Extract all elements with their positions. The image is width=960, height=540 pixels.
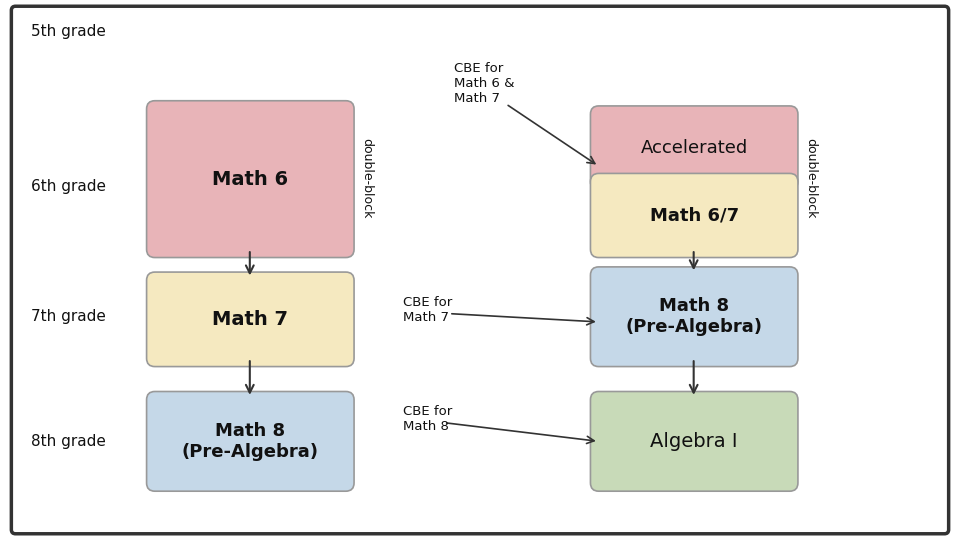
Text: 8th grade: 8th grade: [31, 434, 106, 449]
Text: CBE for
Math 6 &
Math 7: CBE for Math 6 & Math 7: [454, 62, 515, 105]
Text: Math 8
(Pre-Algebra): Math 8 (Pre-Algebra): [626, 298, 762, 336]
Text: 5th grade: 5th grade: [31, 24, 106, 39]
FancyBboxPatch shape: [590, 173, 798, 258]
FancyBboxPatch shape: [12, 6, 948, 534]
Text: Math 6/7: Math 6/7: [650, 206, 739, 225]
Text: double-block: double-block: [804, 138, 817, 219]
Text: CBE for
Math 7: CBE for Math 7: [402, 296, 452, 324]
Text: Algebra I: Algebra I: [651, 432, 738, 451]
FancyBboxPatch shape: [147, 101, 354, 258]
Text: 6th grade: 6th grade: [31, 179, 106, 194]
Text: Math 7: Math 7: [212, 310, 288, 329]
Text: Math 6: Math 6: [212, 170, 288, 188]
FancyBboxPatch shape: [147, 272, 354, 367]
FancyBboxPatch shape: [147, 392, 354, 491]
Text: Accelerated: Accelerated: [640, 139, 748, 157]
Text: double-block: double-block: [360, 138, 372, 219]
FancyBboxPatch shape: [590, 392, 798, 491]
FancyBboxPatch shape: [590, 267, 798, 367]
Text: Math 8
(Pre-Algebra): Math 8 (Pre-Algebra): [181, 422, 319, 461]
FancyBboxPatch shape: [590, 106, 798, 190]
Text: CBE for
Math 8: CBE for Math 8: [402, 405, 452, 433]
Text: 7th grade: 7th grade: [31, 309, 106, 324]
